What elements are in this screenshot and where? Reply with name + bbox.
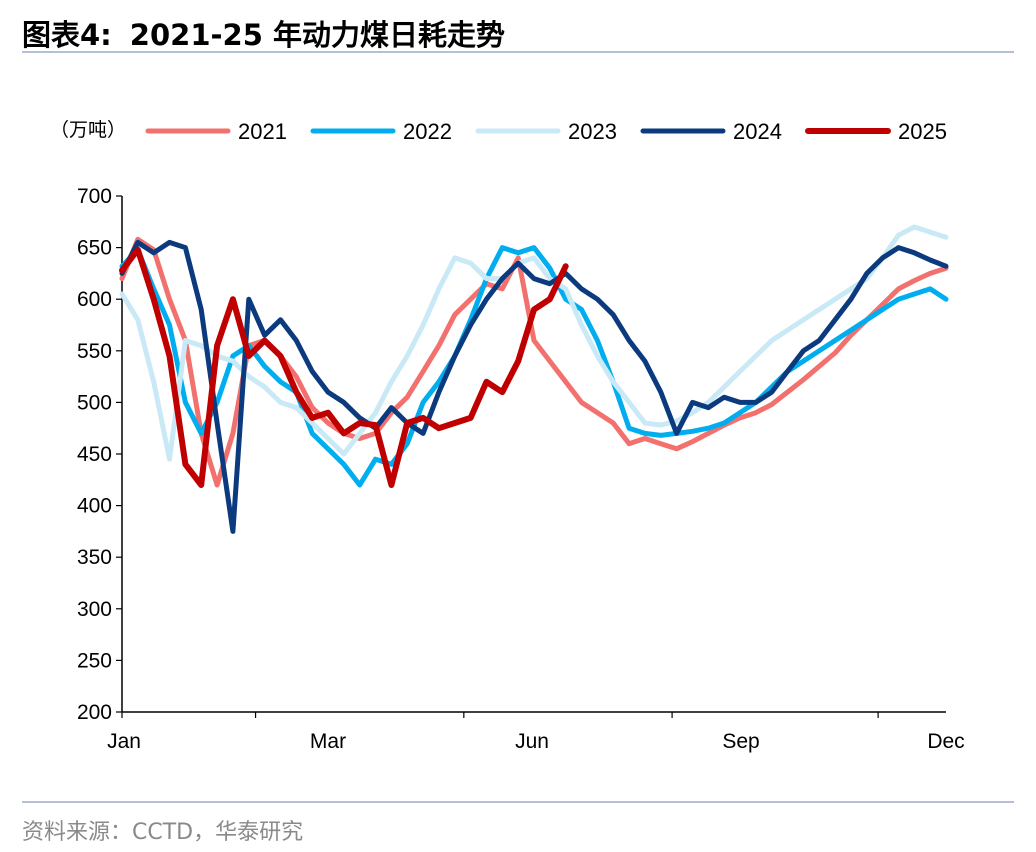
- series-line-2024: [119, 239, 949, 534]
- x-axis: Jan Mar Jun Sep Dec: [107, 711, 965, 753]
- y-tick-label: 600: [77, 288, 112, 311]
- plot-lines: [119, 224, 949, 534]
- legend-label-2022: 2022: [403, 119, 452, 144]
- legend-label-2023: 2023: [568, 119, 617, 144]
- series-line-2022: [119, 245, 949, 488]
- figure-label: 图表4:: [22, 18, 112, 52]
- y-axis: 700 650 600 550 500 450 400 350 300 250 200: [77, 185, 123, 724]
- series-line-2023: [119, 224, 949, 462]
- y-tick-label: 200: [77, 701, 112, 724]
- line-chart: （万吨） 2021 2022 2023 2024 2025 700 650 600 550 50…: [50, 119, 965, 753]
- legend-label-2025: 2025: [898, 119, 947, 144]
- y-tick-label: 250: [77, 649, 112, 672]
- source-note: 资料来源：CCTD，华泰研究: [22, 820, 304, 845]
- x-tick-label: Sep: [722, 730, 759, 753]
- y-tick-label: 500: [77, 391, 112, 414]
- footer-rule: [22, 801, 1014, 803]
- y-tick-label: 550: [77, 340, 112, 363]
- legend-label-2021: 2021: [238, 119, 287, 144]
- y-tick-label: 450: [77, 443, 112, 466]
- y-tick-label: 350: [77, 546, 112, 569]
- header-rule: [22, 51, 1014, 53]
- x-tick-label: Dec: [927, 730, 964, 753]
- x-tick-label: Jun: [515, 730, 549, 753]
- y-tick-label: 400: [77, 495, 112, 518]
- x-tick-label: Mar: [310, 730, 346, 753]
- series-line-2025: [119, 246, 569, 488]
- y-tick-label: 700: [77, 185, 112, 208]
- y-tick-label: 300: [77, 598, 112, 621]
- y-tick-label: 650: [77, 237, 112, 260]
- legend: 2021 2022 2023 2024 2025: [145, 119, 947, 144]
- y-unit-label: （万吨）: [50, 119, 126, 141]
- chart-title: 图表4: 2021-25 年动力煤日耗走势: [22, 12, 505, 54]
- x-tick-label: Jan: [107, 730, 141, 753]
- legend-label-2024: 2024: [733, 119, 782, 144]
- title-text: 2021-25 年动力煤日耗走势: [129, 18, 505, 52]
